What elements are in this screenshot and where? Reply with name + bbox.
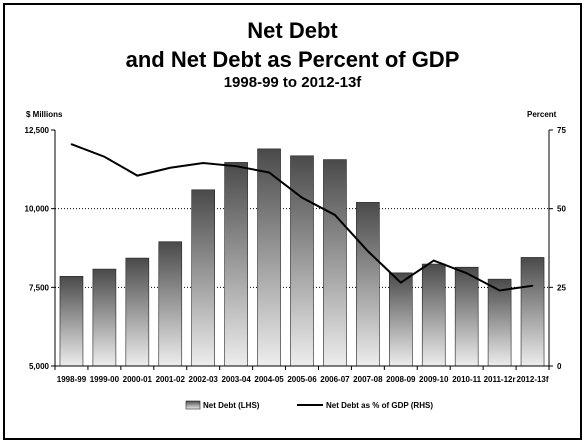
bar bbox=[421, 263, 446, 367]
bar bbox=[92, 268, 117, 367]
right-tick-label: 0 bbox=[557, 362, 562, 371]
line-point bbox=[367, 250, 369, 252]
bar bbox=[388, 272, 413, 367]
x-tick-label: 2008-09 bbox=[386, 375, 416, 384]
left-tick-label: 7,500 bbox=[29, 283, 50, 292]
x-tick-label: 2006-07 bbox=[320, 375, 350, 384]
x-tick-label: 2009-10 bbox=[419, 375, 449, 384]
line-point bbox=[268, 171, 270, 174]
line-point bbox=[400, 281, 402, 284]
line-point bbox=[334, 214, 336, 216]
line-point bbox=[432, 259, 435, 262]
bar bbox=[290, 155, 314, 367]
line-point bbox=[169, 166, 172, 169]
left-tick-label: 12,500 bbox=[25, 126, 50, 135]
x-tick-label: 2004-05 bbox=[254, 375, 284, 384]
chart-period: 1998-99 to 2012-13f bbox=[223, 74, 362, 91]
chart-frame: Net Debt and Net Debt as Percent of GDP … bbox=[3, 3, 582, 440]
x-tick-label: 2000-01 bbox=[123, 375, 153, 384]
bar bbox=[224, 162, 248, 367]
bar bbox=[257, 148, 281, 367]
bar bbox=[454, 266, 479, 367]
x-tick-label: 1999-00 bbox=[90, 375, 120, 384]
chart-title: Net Debt bbox=[247, 18, 338, 43]
left-tick-label: 5,000 bbox=[29, 362, 50, 371]
y-axis-title-right: Percent bbox=[527, 110, 557, 119]
legend-line-label: Net Debt as % of GDP (RHS) bbox=[326, 401, 433, 410]
x-tick-label: 2012-13f bbox=[517, 375, 549, 384]
right-tick-label: 50 bbox=[557, 205, 566, 214]
x-tick-label: 2002-03 bbox=[189, 375, 219, 384]
line-point bbox=[235, 165, 237, 167]
line-point bbox=[103, 155, 106, 158]
line-point bbox=[70, 143, 73, 145]
x-tick-label: 2001-02 bbox=[156, 375, 186, 384]
line-point bbox=[498, 289, 501, 292]
right-tick-label: 25 bbox=[557, 283, 566, 292]
right-tick-label: 75 bbox=[557, 126, 566, 135]
bar bbox=[158, 241, 183, 367]
x-tick-label: 2011-12r bbox=[484, 375, 516, 384]
y-axis-title-left: $ Millions bbox=[26, 110, 63, 119]
line-point bbox=[531, 284, 534, 287]
chart-subtitle: and Net Debt as Percent of GDP bbox=[125, 47, 460, 72]
x-tick-label: 2007-08 bbox=[353, 375, 383, 384]
line-point bbox=[202, 162, 204, 164]
x-tick-label: 2005-06 bbox=[287, 375, 317, 384]
line-point bbox=[136, 174, 139, 177]
bar bbox=[59, 276, 84, 367]
x-tick-label: 2010-11 bbox=[452, 375, 481, 384]
bar bbox=[487, 278, 512, 367]
legend-bar-label: Net Debt (LHS) bbox=[203, 401, 260, 410]
left-tick-label: 10,000 bbox=[25, 205, 50, 214]
bar bbox=[356, 202, 380, 367]
legend-bar-swatch bbox=[185, 400, 201, 410]
x-tick-label: 1998-99 bbox=[57, 375, 87, 384]
line-point bbox=[465, 272, 468, 274]
bar bbox=[520, 257, 545, 367]
bar bbox=[191, 189, 215, 367]
line-point bbox=[301, 196, 303, 199]
bar bbox=[125, 257, 150, 367]
bar bbox=[323, 159, 347, 367]
x-tick-label: 2003-04 bbox=[221, 375, 251, 384]
